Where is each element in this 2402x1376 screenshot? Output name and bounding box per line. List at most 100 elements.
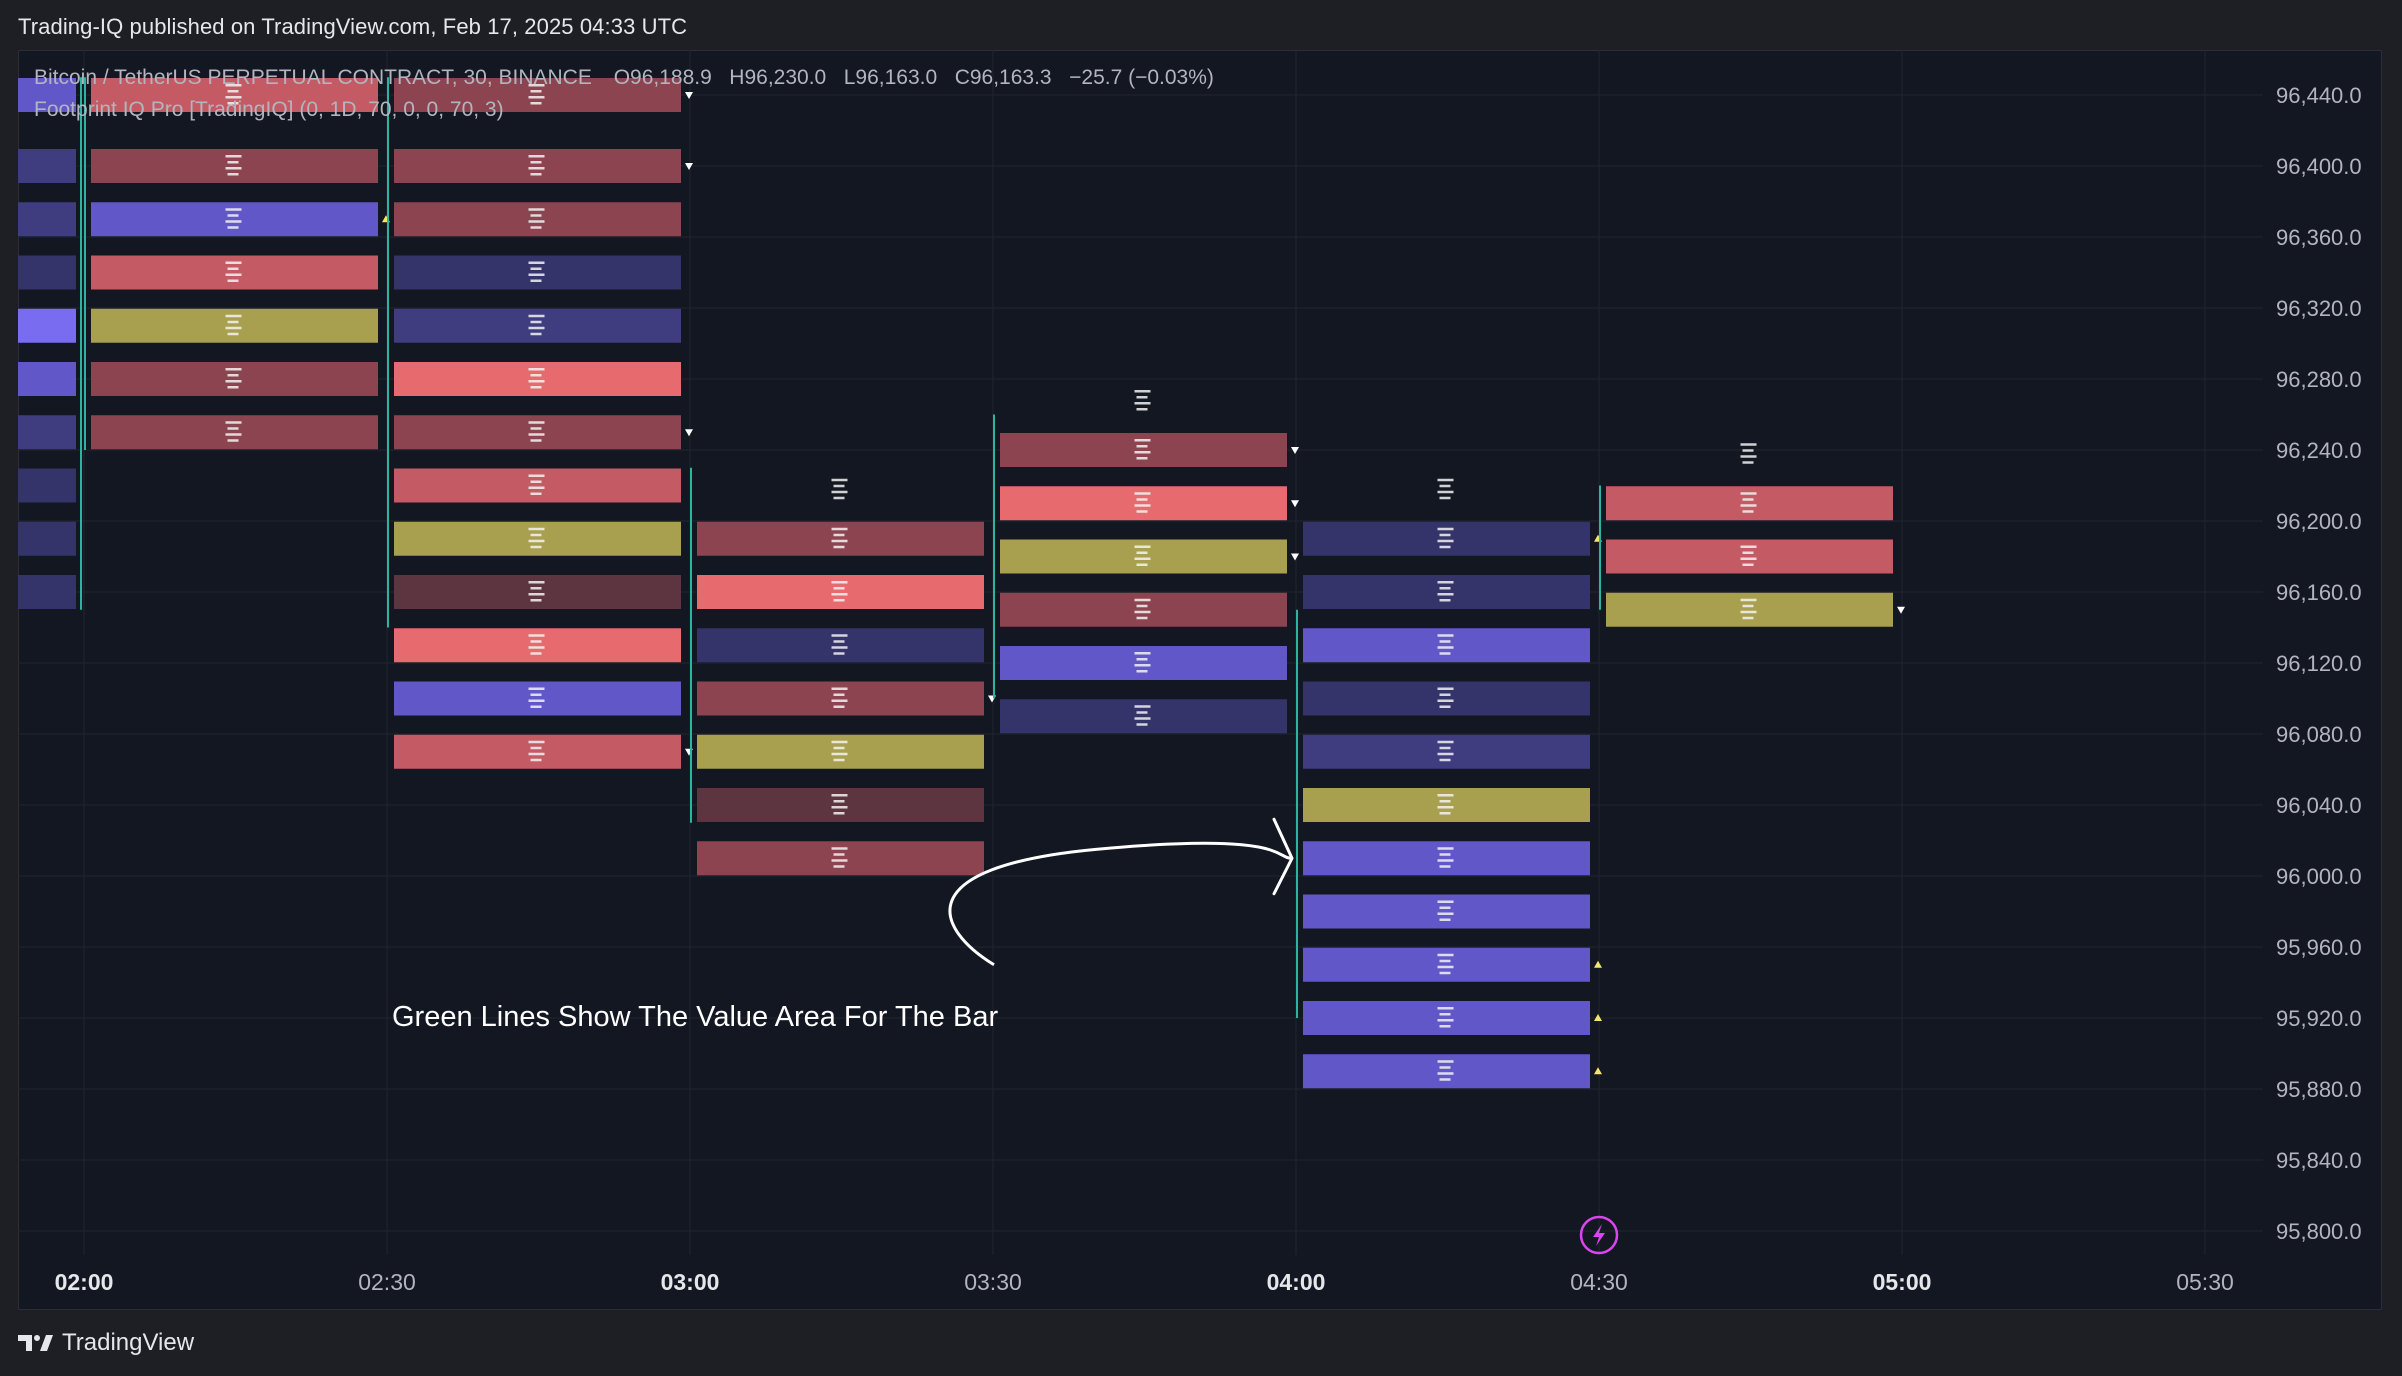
footprint-cell-text xyxy=(528,539,545,543)
footprint-cell[interactable] xyxy=(697,734,984,769)
price-scale-label: 96,080.0 xyxy=(2276,722,2362,747)
footprint-cell[interactable] xyxy=(697,575,984,609)
footprint-cell[interactable] xyxy=(18,149,76,183)
footprint-cell[interactable] xyxy=(18,521,76,556)
footprint-cell-text xyxy=(528,421,545,424)
footprint-cell[interactable] xyxy=(91,202,378,237)
footprint-cell[interactable] xyxy=(394,734,681,769)
footprint-cell[interactable] xyxy=(394,149,681,183)
footprint-cell[interactable] xyxy=(18,255,76,290)
indicator-name[interactable]: Footprint IQ Pro [TradingIQ] (0, 1D, 70,… xyxy=(34,98,504,121)
footprint-cell[interactable] xyxy=(91,255,378,290)
footprint-cell-text xyxy=(528,646,545,649)
footprint-cell[interactable] xyxy=(1000,646,1287,680)
ohlc-open: O96,188.9 xyxy=(613,66,712,89)
bar-summary-text xyxy=(1134,390,1151,393)
footprint-cell-text xyxy=(833,599,845,602)
footprint-cell[interactable] xyxy=(394,575,681,609)
footprint-cell-text xyxy=(1439,906,1451,909)
footprint-cell-text xyxy=(225,326,242,330)
bar-summary-text xyxy=(1437,490,1454,494)
footprint-cell-text xyxy=(225,220,242,223)
footprint-cell-text xyxy=(528,261,545,264)
footprint-cell[interactable] xyxy=(1303,788,1590,822)
footprint-cell[interactable] xyxy=(394,255,681,290)
annotation-arrow xyxy=(948,841,1292,967)
footprint-cell[interactable] xyxy=(394,628,681,663)
footprint-cell-text xyxy=(530,332,542,336)
footprint-cell[interactable] xyxy=(91,308,378,343)
footprint-cell[interactable] xyxy=(394,202,681,237)
footprint-cell[interactable] xyxy=(18,308,76,343)
footprint-cell-text xyxy=(1437,687,1454,690)
footprint-cell[interactable] xyxy=(1303,575,1590,609)
footprint-cell-text xyxy=(1437,953,1454,957)
indicator-legend[interactable]: Footprint IQ Pro [TradingIQ] (0, 1D, 70,… xyxy=(34,98,504,122)
footprint-cell-text xyxy=(530,640,542,643)
footprint-cell[interactable] xyxy=(1606,539,1893,574)
footprint-cell-text xyxy=(1439,746,1451,750)
tradingview-logo[interactable]: TradingView xyxy=(18,1326,194,1360)
footprint-cell[interactable] xyxy=(1303,734,1590,769)
footprint-cell-text xyxy=(530,652,542,655)
footprint-cell[interactable] xyxy=(697,628,984,663)
footprint-cell-text xyxy=(225,167,242,170)
footprint-cell[interactable] xyxy=(394,308,681,343)
footprint-cell-text xyxy=(1136,498,1148,501)
footprint-cell[interactable] xyxy=(1303,841,1590,876)
footprint-cell-text xyxy=(1134,545,1151,548)
footprint-cell[interactable] xyxy=(18,575,76,609)
footprint-cell[interactable] xyxy=(697,788,984,822)
footprint-cell[interactable] xyxy=(1000,433,1287,467)
footprint-cell[interactable] xyxy=(1303,1001,1590,1035)
footprint-cell[interactable] xyxy=(1606,486,1893,521)
footprint-cell-text xyxy=(528,699,545,702)
tradingview-logo-icon xyxy=(18,1335,53,1351)
footprint-cell[interactable] xyxy=(18,468,76,503)
footprint-cell-text xyxy=(528,687,545,690)
price-scale-label: 95,920.0 xyxy=(2276,1006,2362,1031)
footprint-cell-text xyxy=(1134,557,1151,560)
footprint-cell[interactable] xyxy=(91,78,378,112)
footprint-cell[interactable] xyxy=(394,78,681,112)
footprint-cell[interactable] xyxy=(1303,681,1590,716)
footprint-cell[interactable] xyxy=(1000,699,1287,734)
footprint-cell[interactable] xyxy=(18,78,76,112)
footprint-cell[interactable] xyxy=(394,521,681,556)
footprint-cell[interactable] xyxy=(394,362,681,396)
footprint-cell[interactable] xyxy=(1000,486,1287,521)
footprint-cell-text xyxy=(1437,740,1454,744)
published-info: Trading-IQ published on TradingView.com,… xyxy=(18,14,688,39)
footprint-cell[interactable] xyxy=(1303,947,1590,982)
footprint-cell[interactable] xyxy=(394,468,681,503)
footprint-cell[interactable] xyxy=(697,521,984,556)
footprint-cell[interactable] xyxy=(91,149,378,183)
footprint-cell[interactable] xyxy=(1303,1054,1590,1089)
annotation-text: Green Lines Show The Value Area For The … xyxy=(392,1001,998,1033)
footprint-cell[interactable] xyxy=(394,681,681,716)
footprint-cell-text xyxy=(831,740,848,744)
footprint-cell[interactable] xyxy=(1303,894,1590,929)
footprint-chart[interactable]: 96,440.0 96,400.0 96,360.0 96,320.0 96,280.0… xyxy=(18,50,2382,1310)
footprint-cell[interactable] xyxy=(18,202,76,237)
footprint-cell[interactable] xyxy=(18,362,76,396)
footprint-cell[interactable] xyxy=(697,841,984,876)
alert-bolt-icon[interactable] xyxy=(1579,1215,1619,1255)
footprint-cell-text xyxy=(227,214,239,217)
time-scale-label: 02:30 xyxy=(358,1269,416,1295)
footprint-cell[interactable] xyxy=(91,362,378,396)
footprint-cell[interactable] xyxy=(697,681,984,716)
footprint-cell[interactable] xyxy=(1606,592,1893,627)
footprint-cell[interactable] xyxy=(394,415,681,450)
footprint-cell-text xyxy=(1437,965,1454,969)
footprint-cell[interactable] xyxy=(1303,628,1590,663)
footprint-cell[interactable] xyxy=(91,415,378,450)
footprint-cell[interactable] xyxy=(1000,592,1287,627)
footprint-cell-text xyxy=(227,173,239,176)
footprint-cell[interactable] xyxy=(18,415,76,450)
footprint-cell[interactable] xyxy=(1000,539,1287,574)
symbol-name[interactable]: Bitcoin / TetherUS PERPETUAL CONTRACT, 3… xyxy=(34,66,592,89)
symbol-legend[interactable]: Bitcoin / TetherUS PERPETUAL CONTRACT, 3… xyxy=(34,66,1214,90)
footprint-cell-text xyxy=(227,102,239,105)
footprint-cell[interactable] xyxy=(1303,521,1590,556)
